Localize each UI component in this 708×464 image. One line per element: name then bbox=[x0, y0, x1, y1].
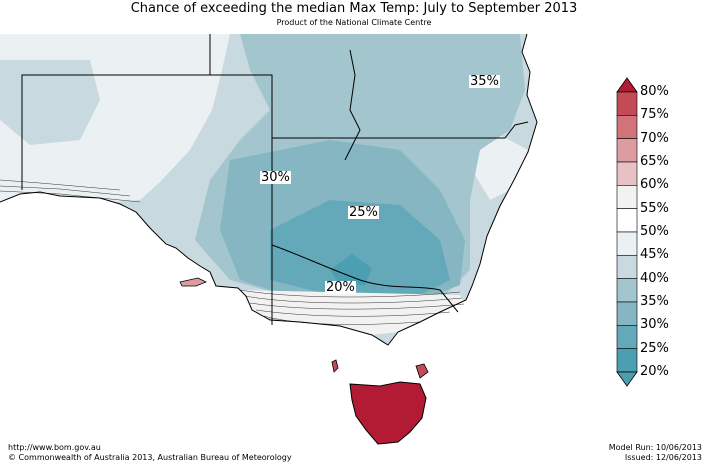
legend-swatch bbox=[616, 255, 638, 279]
legend-tick-label: 35% bbox=[640, 294, 669, 309]
flinders-island bbox=[415, 363, 429, 379]
map-label-35: 35% bbox=[469, 74, 500, 89]
legend-swatch bbox=[616, 185, 638, 209]
legend-swatch bbox=[616, 208, 638, 233]
map-label-20: 20% bbox=[325, 280, 356, 295]
legend-swatch bbox=[616, 231, 638, 256]
legend-tick-label: 70% bbox=[640, 130, 669, 146]
legend-tick-label: 80% bbox=[640, 84, 669, 99]
legend-cap-top bbox=[616, 77, 638, 93]
legend-swatch bbox=[616, 161, 638, 186]
footer-right: Model Run: 10/06/2013 Issued: 12/06/2013 bbox=[609, 443, 702, 463]
coastline bbox=[0, 33, 538, 346]
footer-left: http://www.bom.gov.au © Commonwealth of … bbox=[8, 443, 292, 463]
legend-tick-label: 65% bbox=[640, 154, 669, 169]
footer-url: http://www.bom.gov.au bbox=[8, 443, 101, 452]
footer-model-run: Model Run: 10/06/2013 bbox=[608, 443, 702, 452]
king-island bbox=[331, 359, 339, 373]
footer-issued: Issued: 12/06/2013 bbox=[624, 453, 702, 462]
legend-cap-bottom bbox=[616, 371, 638, 387]
map-label-25: 25% bbox=[348, 205, 379, 220]
state-borders bbox=[21, 34, 529, 325]
legend-swatch bbox=[616, 91, 638, 116]
tasmania bbox=[349, 381, 427, 445]
contour-lines bbox=[0, 179, 465, 325]
legend-tick-label: 75% bbox=[640, 107, 669, 123]
legend-tick-label: 60% bbox=[640, 177, 669, 193]
map-subtitle: Product of the National Climate Centre bbox=[276, 18, 432, 27]
legend-colorbar bbox=[616, 77, 638, 387]
legend-tick-label: 25% bbox=[640, 340, 669, 356]
legend-tick-label: 30% bbox=[640, 317, 669, 333]
zone-coast-white bbox=[238, 290, 470, 335]
legend-swatch bbox=[616, 278, 638, 303]
legend-swatch bbox=[616, 348, 638, 373]
legend-swatch bbox=[616, 138, 638, 163]
legend-swatch bbox=[616, 115, 638, 139]
legend-tick-label: 45% bbox=[640, 247, 669, 263]
zone-45-northwest bbox=[0, 60, 100, 145]
zone-20 bbox=[270, 200, 450, 295]
map-label-30: 30% bbox=[260, 170, 291, 185]
kangaroo-island bbox=[179, 277, 207, 287]
zone-15 bbox=[330, 254, 372, 285]
legend-swatch bbox=[616, 301, 638, 326]
legend-swatch bbox=[616, 325, 638, 349]
legend-tick-label: 20% bbox=[640, 364, 669, 379]
legend-tick-label: 50% bbox=[640, 224, 669, 239]
legend-tick-label: 55% bbox=[640, 200, 669, 216]
footer-copyright: © Commonwealth of Australia 2013, Austra… bbox=[8, 453, 292, 462]
legend-tick-label: 40% bbox=[640, 270, 669, 286]
map-title: Chance of exceeding the median Max Temp:… bbox=[130, 1, 578, 16]
